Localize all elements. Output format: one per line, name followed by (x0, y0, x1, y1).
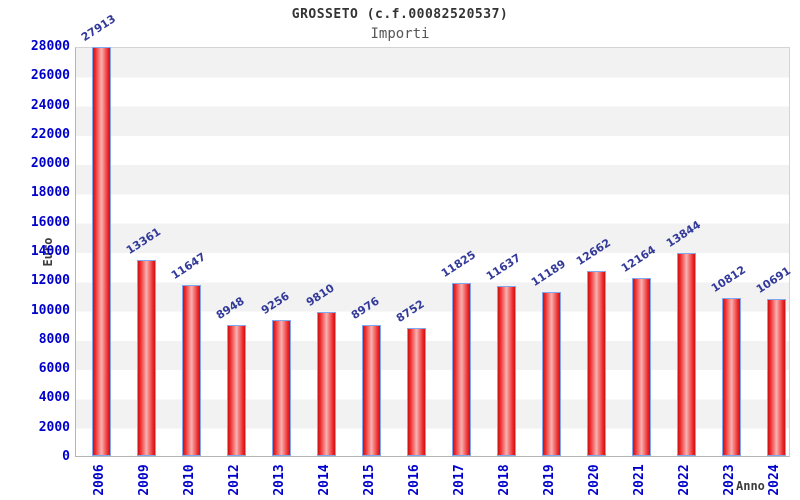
bar (91, 47, 111, 456)
y-tick-label: 6000 (38, 361, 70, 377)
bar (181, 285, 201, 456)
x-tick-label: 2017 (452, 464, 467, 496)
bar-value-label: 10691 (753, 264, 794, 296)
bar-value-label: 8752 (393, 297, 427, 325)
y-tick-label: 18000 (30, 185, 70, 201)
x-tick-label: 2021 (632, 464, 647, 496)
y-tick-label: 22000 (30, 126, 70, 142)
y-tick-label: 10000 (30, 302, 70, 318)
bar-value-label: 9810 (303, 281, 337, 309)
bar-value-label: 8976 (348, 294, 382, 322)
bar (541, 292, 561, 456)
bar (631, 278, 651, 456)
x-tick-label: 2018 (497, 464, 512, 496)
bar (406, 328, 426, 456)
bar-value-label: 12662 (573, 236, 614, 268)
bar (676, 253, 696, 456)
bar (766, 299, 786, 456)
bar-value-label: 10812 (708, 263, 749, 295)
bar-value-label: 12164 (618, 243, 659, 275)
bar (586, 271, 606, 456)
x-tick-label: 2009 (137, 464, 152, 496)
y-tick-label: 8000 (38, 331, 70, 347)
x-tick-label: 2023 (722, 464, 737, 496)
y-tick-label: 26000 (30, 68, 70, 84)
bar-value-label: 13361 (123, 225, 164, 257)
x-tick-label: 2012 (227, 464, 242, 496)
x-tick-label: 2006 (92, 464, 107, 496)
x-tick-label: 2024 (767, 464, 782, 496)
bar-value-label: 9256 (258, 289, 292, 317)
y-tick-label: 28000 (30, 39, 70, 54)
y-tick-label: 24000 (30, 97, 70, 113)
bar (721, 298, 741, 456)
bar (226, 325, 246, 456)
y-tick-label: 20000 (30, 156, 70, 172)
x-tick-label: 2019 (542, 464, 557, 496)
plot-area: 27913 13361 11647 8948 9256 9810 8976 8752 11825… (75, 12, 794, 457)
bar-value-label: 11189 (528, 257, 569, 289)
y-tick-label: 14000 (30, 244, 70, 259)
bar-value-label: 11647 (168, 250, 209, 282)
y-tick-label: 0 (62, 449, 70, 464)
bar (271, 320, 291, 456)
x-tick-label: 2015 (362, 464, 377, 496)
bar (361, 325, 381, 456)
bar (136, 260, 156, 456)
x-tick-label: 2016 (407, 464, 422, 496)
y-tick-label: 12000 (30, 273, 70, 289)
chart-subtitle: Importi (370, 26, 430, 42)
bar (316, 312, 336, 456)
bar (451, 283, 471, 456)
x-tick-label: 2010 (182, 464, 197, 496)
x-axis-title: Anno (736, 479, 765, 493)
bar-value-label: 13844 (663, 218, 704, 250)
bar (496, 286, 516, 456)
y-tick-label: 2000 (38, 419, 70, 435)
y-tick-label: 16000 (30, 214, 70, 230)
bar-value-label: 11637 (483, 251, 524, 283)
bar-value-label: 11825 (438, 248, 479, 280)
x-tick-label: 2022 (677, 464, 692, 496)
y-tick-label: 4000 (38, 390, 70, 406)
chart-title: GROSSETO (c.f.00082520537) (291, 7, 509, 22)
bar-value-label: 8948 (213, 294, 247, 322)
x-tick-label: 2014 (317, 464, 332, 496)
x-tick-label: 2020 (587, 464, 602, 496)
x-tick-label: 2013 (272, 464, 287, 496)
